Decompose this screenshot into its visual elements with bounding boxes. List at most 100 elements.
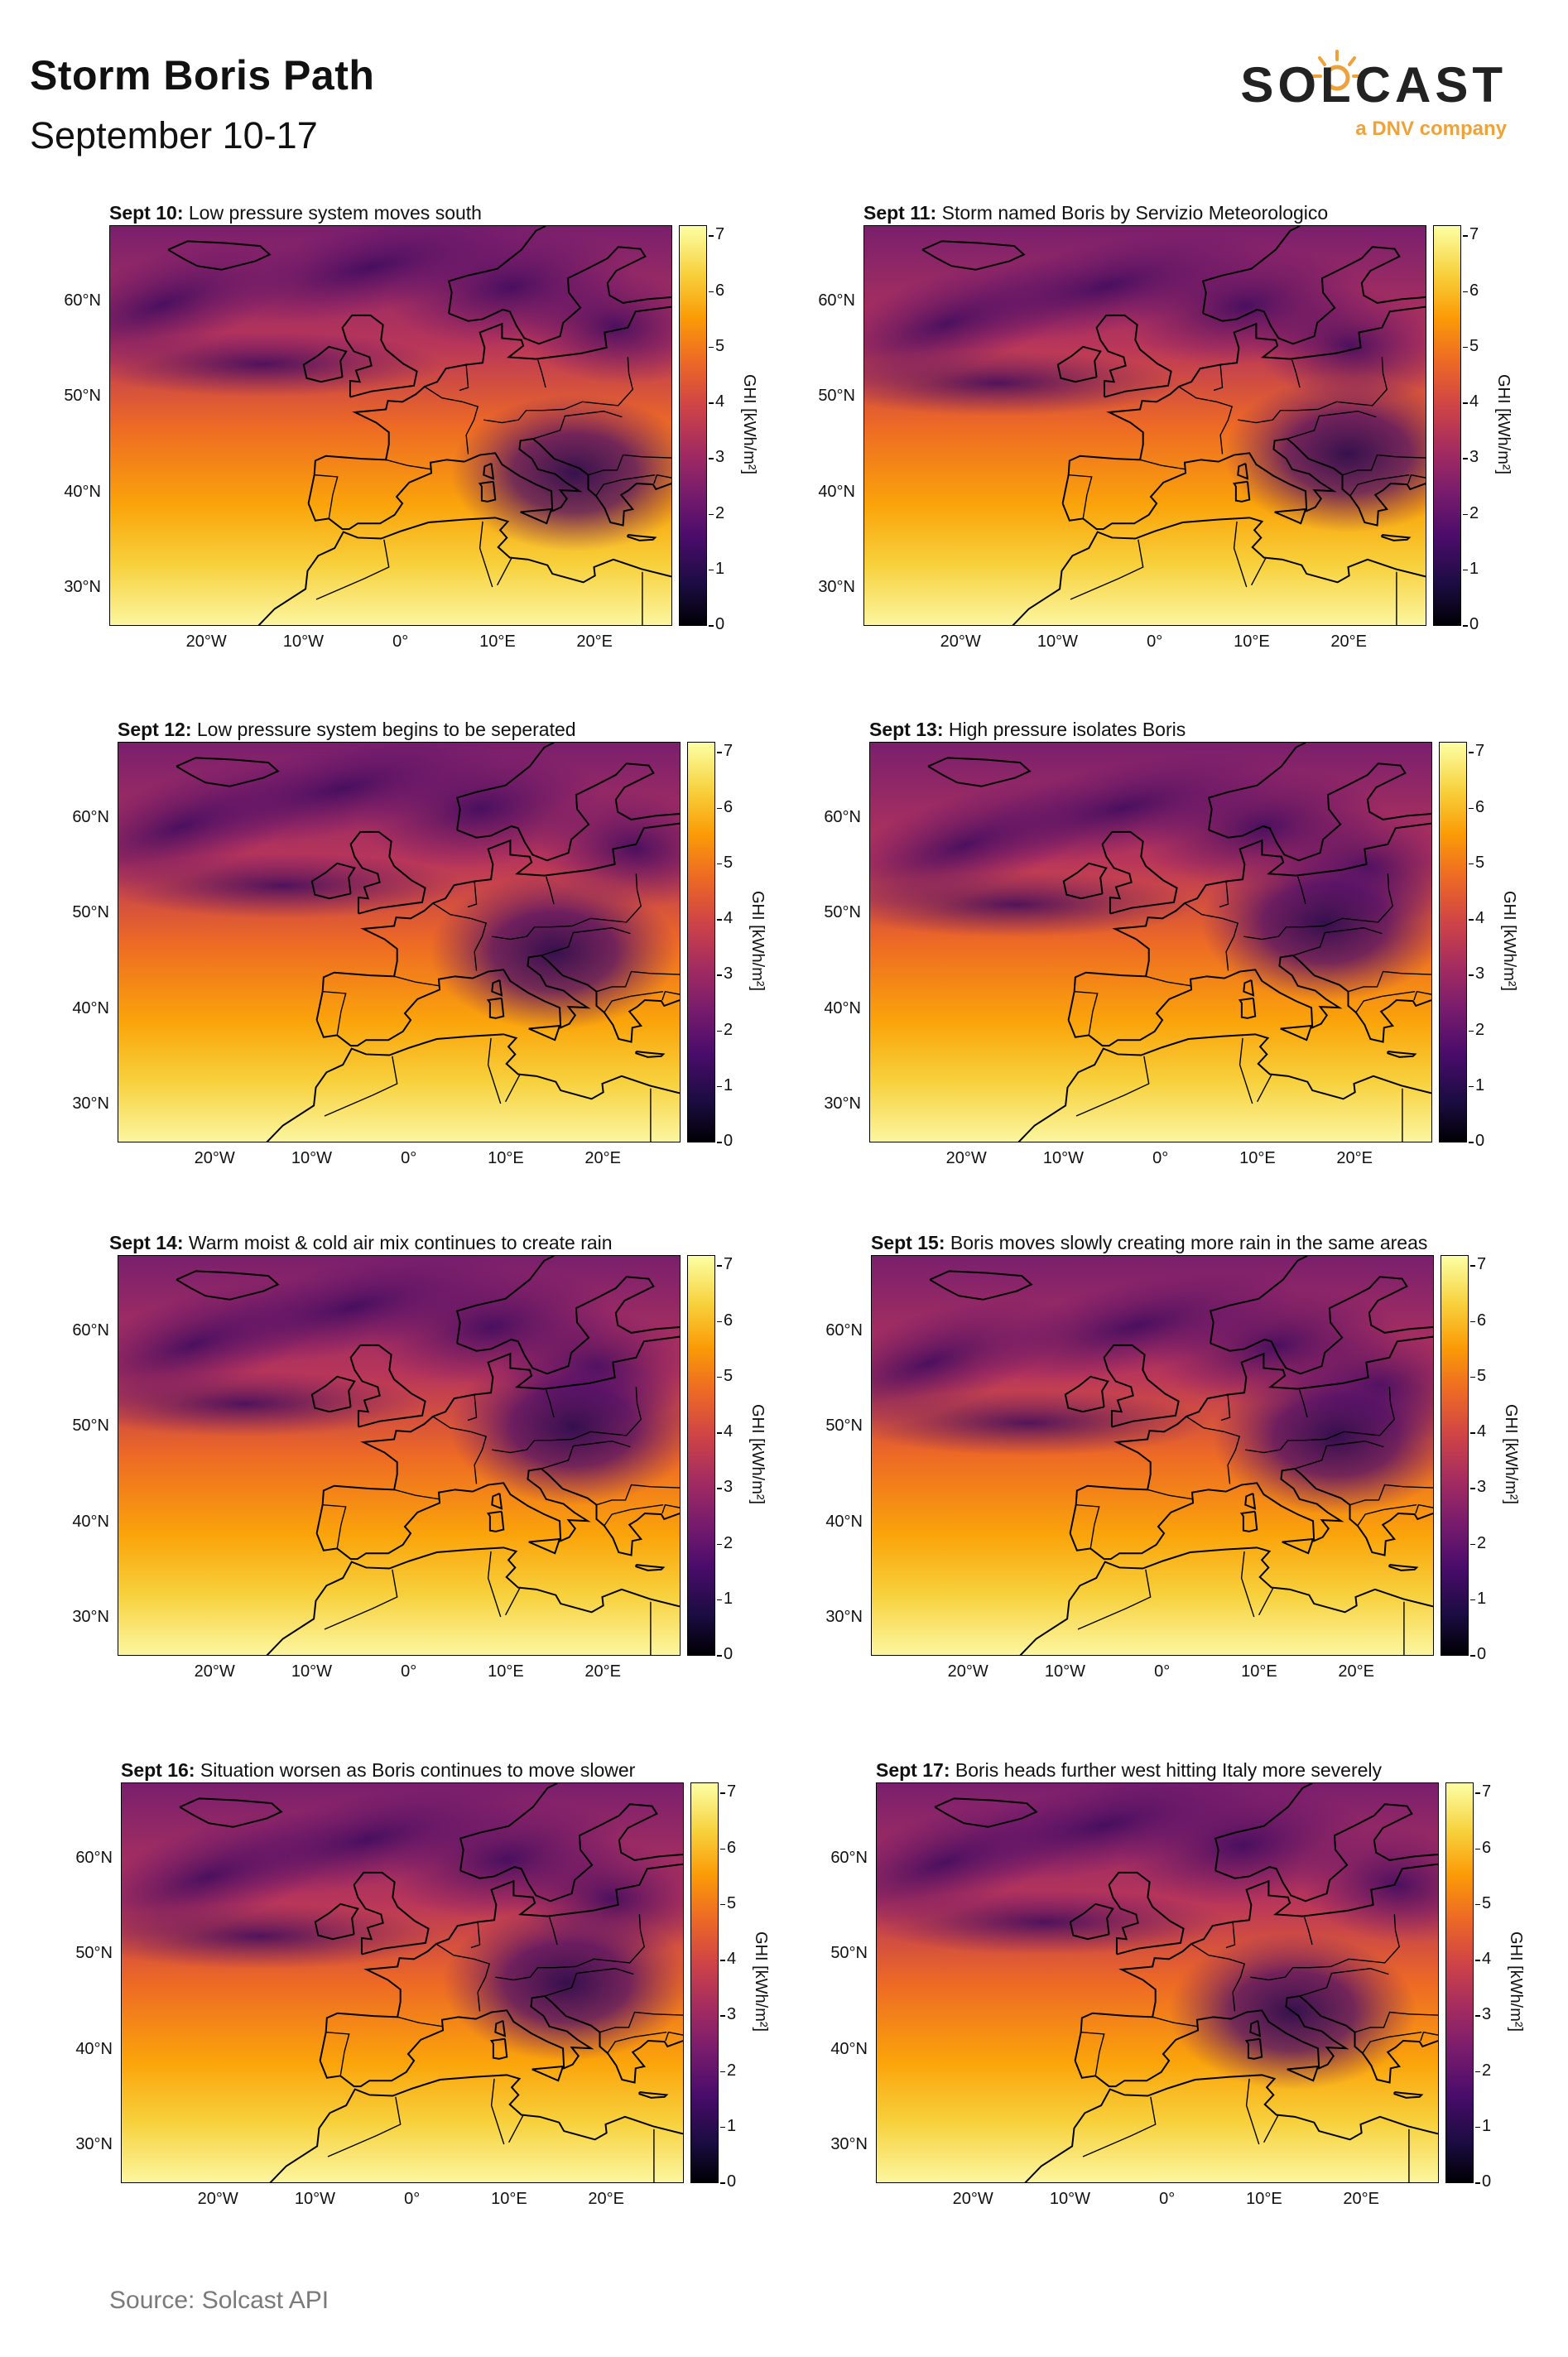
ghi-map	[870, 743, 1431, 1142]
lon-tick-label: 20°E	[1343, 2190, 1379, 2208]
colorbar-tick-label: 1	[716, 1075, 733, 1094]
lat-tick-label: 50°N	[72, 903, 109, 922]
lon-tick-label: 20°E	[1338, 1662, 1374, 1681]
map-frame	[863, 225, 1426, 626]
lat-tick-label: 50°N	[825, 1417, 863, 1436]
map-frame	[121, 1782, 684, 2183]
map-panel: Sept 11: Storm named Boris by Servizio M…	[818, 202, 1568, 707]
colorbar-tick-label: 3	[1474, 2005, 1492, 2024]
panel-date: Sept 13:	[869, 719, 944, 740]
colorbar-tick-label: 0	[1468, 1132, 1485, 1150]
panel-title: Sept 13: High pressure isolates Boris	[869, 719, 1186, 741]
panel-date: Sept 14:	[109, 1232, 184, 1253]
lon-tick-label: 10°W	[1042, 1149, 1085, 1167]
colorbar-tick-label: 0	[1469, 1645, 1487, 1663]
colorbar-tick-label: 2	[1462, 503, 1479, 522]
colorbar-tick-label: 7	[1468, 742, 1485, 761]
lon-tick-label: 10°E	[491, 2190, 527, 2208]
colorbar-tick-label: 3	[716, 1478, 733, 1497]
colorbar-tick-label: 4	[716, 909, 733, 928]
colorbar-tick-label: 5	[716, 1366, 733, 1385]
panel-date: Sept 15:	[871, 1232, 945, 1253]
lat-tick-label: 60°N	[818, 291, 855, 310]
lat-tick-label: 40°N	[818, 482, 855, 501]
colorbar-tick-label: 0	[708, 615, 725, 633]
lon-tick-label: 20°W	[940, 633, 981, 651]
lon-tick-label: 10°E	[1239, 1149, 1276, 1167]
colorbar-label: GHI [kWh/m²]	[740, 374, 758, 475]
lat-tick-label: 60°N	[75, 1849, 113, 1868]
lat-tick-label: 30°N	[818, 577, 855, 596]
lat-tick-label: 40°N	[830, 2039, 868, 2058]
panel-caption: Boris moves slowly creating more rain in…	[950, 1232, 1428, 1253]
panel-caption: Storm named Boris by Servizio Meteorolog…	[941, 202, 1329, 224]
lon-tick-label: 0°	[404, 2190, 421, 2208]
ghi-map	[118, 743, 680, 1142]
lon-tick-label: 0°	[1154, 1662, 1171, 1681]
colorbar-tick-label: 2	[716, 1020, 733, 1039]
map-frame	[118, 742, 681, 1142]
colorbar-tick-label: 7	[716, 1255, 733, 1274]
colorbar-tick-label: 1	[1468, 1075, 1485, 1094]
lat-tick-label: 50°N	[824, 903, 861, 922]
lon-tick-label: 10°W	[291, 1149, 333, 1167]
colorbar-tick-label: 5	[708, 336, 725, 355]
panel-caption: Low pressure system moves south	[188, 202, 482, 224]
colorbar-tick-label: 4	[1469, 1422, 1487, 1441]
colorbar-tick-label: 2	[1474, 2061, 1492, 2080]
map-frame	[118, 1255, 681, 1656]
colorbar-label: GHI [kWh/m²]	[748, 1404, 767, 1505]
map-panel: Sept 10: Low pressure system moves south…	[64, 202, 854, 707]
colorbar	[687, 1255, 715, 1656]
lon-tick-label: 0°	[401, 1149, 417, 1167]
panel-caption: Low pressure system begins to be seperat…	[196, 719, 576, 740]
lat-tick-label: 60°N	[824, 808, 861, 827]
lon-tick-label: 20°E	[576, 633, 613, 651]
colorbar-tick-label: 5	[1462, 336, 1479, 355]
colorbar-tick-label: 4	[1462, 392, 1479, 411]
lat-tick-label: 30°N	[72, 1094, 109, 1113]
panel-caption: Boris heads further west hitting Italy m…	[955, 1759, 1383, 1781]
source-note: Source: Solcast API	[109, 2287, 329, 2314]
solcast-logo: SOLCAST a DNV company	[1240, 50, 1507, 149]
colorbar-tick-label: 1	[708, 559, 725, 578]
panel-date: Sept 12:	[118, 719, 192, 740]
lon-tick-label: 20°W	[945, 1149, 987, 1167]
colorbar-tick-label: 3	[719, 2005, 737, 2024]
logo-wordmark: SOLCAST	[1240, 57, 1507, 113]
colorbar-tick-label: 6	[708, 281, 725, 300]
lat-tick-label: 50°N	[72, 1417, 109, 1436]
lon-tick-label: 10°W	[1044, 1662, 1086, 1681]
map-frame	[871, 1255, 1434, 1656]
lat-tick-label: 30°N	[75, 2134, 113, 2153]
lon-tick-label: 10°E	[1241, 1662, 1277, 1681]
panel-caption: Warm moist & cold air mix continues to c…	[188, 1232, 613, 1253]
lat-tick-label: 40°N	[824, 998, 861, 1017]
colorbar-tick-label: 2	[708, 503, 725, 522]
lon-tick-label: 0°	[401, 1662, 417, 1681]
lon-tick-label: 10°W	[1037, 633, 1079, 651]
map-frame	[109, 225, 672, 626]
colorbar-tick-label: 3	[1468, 964, 1485, 984]
colorbar-tick-label: 4	[1474, 1950, 1492, 1969]
lon-tick-label: 10°E	[479, 633, 516, 651]
map-panel: Sept 14: Warm moist & cold air mix conti…	[72, 1232, 863, 1737]
colorbar-tick-label: 6	[1462, 281, 1479, 300]
panel-date: Sept 11:	[863, 202, 937, 224]
colorbar-tick-label: 2	[1468, 1020, 1485, 1039]
lat-tick-label: 50°N	[64, 387, 101, 406]
colorbar-tick-label: 0	[719, 2172, 737, 2191]
lon-tick-label: 20°W	[194, 1149, 235, 1167]
lon-tick-label: 20°E	[1330, 633, 1367, 651]
colorbar	[1441, 1255, 1469, 1656]
page-subtitle: September 10-17	[30, 114, 318, 156]
colorbar-tick-label: 6	[1474, 1838, 1492, 1857]
colorbar-tick-label: 2	[1469, 1533, 1487, 1552]
lon-tick-label: 10°E	[1234, 633, 1270, 651]
colorbar-tick-label: 6	[1468, 797, 1485, 816]
colorbar-tick-label: 4	[716, 1422, 733, 1441]
lat-tick-label: 60°N	[72, 808, 109, 827]
colorbar-tick-label: 5	[1468, 853, 1485, 872]
ghi-map	[864, 226, 1426, 625]
lat-tick-label: 40°N	[64, 482, 101, 501]
